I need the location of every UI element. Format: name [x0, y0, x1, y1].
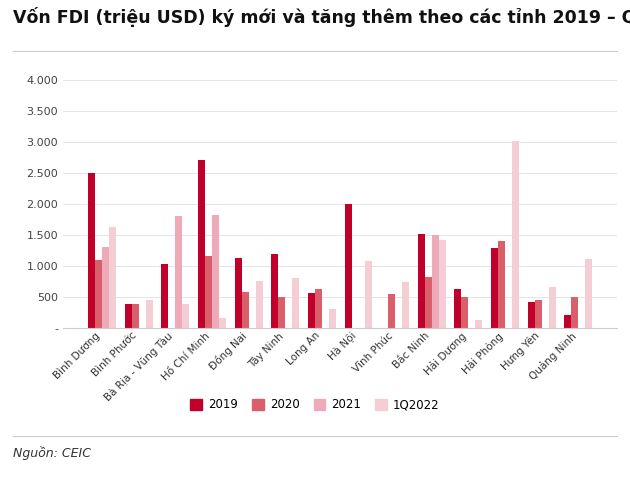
Bar — [95, 260, 102, 328]
Bar — [102, 247, 109, 328]
Bar — [454, 289, 461, 328]
Bar — [564, 315, 571, 328]
Bar — [182, 304, 189, 328]
Text: Nguồn: CEIC: Nguồn: CEIC — [13, 446, 91, 460]
Bar — [292, 278, 299, 328]
Bar — [308, 293, 315, 328]
Bar — [278, 297, 285, 328]
Bar — [476, 320, 483, 328]
Bar — [109, 227, 116, 328]
Legend: 2019, 2020, 2021, 1Q2022: 2019, 2020, 2021, 1Q2022 — [186, 394, 444, 416]
Bar — [425, 277, 432, 328]
Bar — [146, 300, 152, 328]
Bar — [535, 300, 542, 328]
Bar — [219, 319, 226, 328]
Bar — [512, 141, 519, 328]
Bar — [528, 302, 535, 328]
Bar — [272, 254, 278, 328]
Bar — [329, 308, 336, 328]
Bar — [365, 261, 372, 328]
Bar — [345, 204, 352, 328]
Bar — [491, 248, 498, 328]
Bar — [198, 161, 205, 328]
Bar — [585, 259, 592, 328]
Bar — [315, 289, 322, 328]
Bar — [402, 282, 409, 328]
Bar — [549, 287, 556, 328]
Bar — [256, 281, 263, 328]
Bar — [235, 258, 242, 328]
Text: Vốn FDI (triệu USD) ký mới và tăng thêm theo các tỉnh 2019 – Q1/2022: Vốn FDI (triệu USD) ký mới và tăng thêm … — [13, 7, 630, 27]
Bar — [388, 295, 395, 328]
Bar — [212, 215, 219, 328]
Bar — [132, 304, 139, 328]
Bar — [432, 235, 438, 328]
Bar — [418, 234, 425, 328]
Bar — [88, 174, 95, 328]
Bar — [161, 264, 168, 328]
Bar — [461, 297, 468, 328]
Bar — [242, 293, 249, 328]
Bar — [205, 256, 212, 328]
Bar — [571, 297, 578, 328]
Bar — [125, 304, 132, 328]
Bar — [498, 241, 505, 328]
Bar — [438, 241, 445, 328]
Bar — [175, 216, 182, 328]
